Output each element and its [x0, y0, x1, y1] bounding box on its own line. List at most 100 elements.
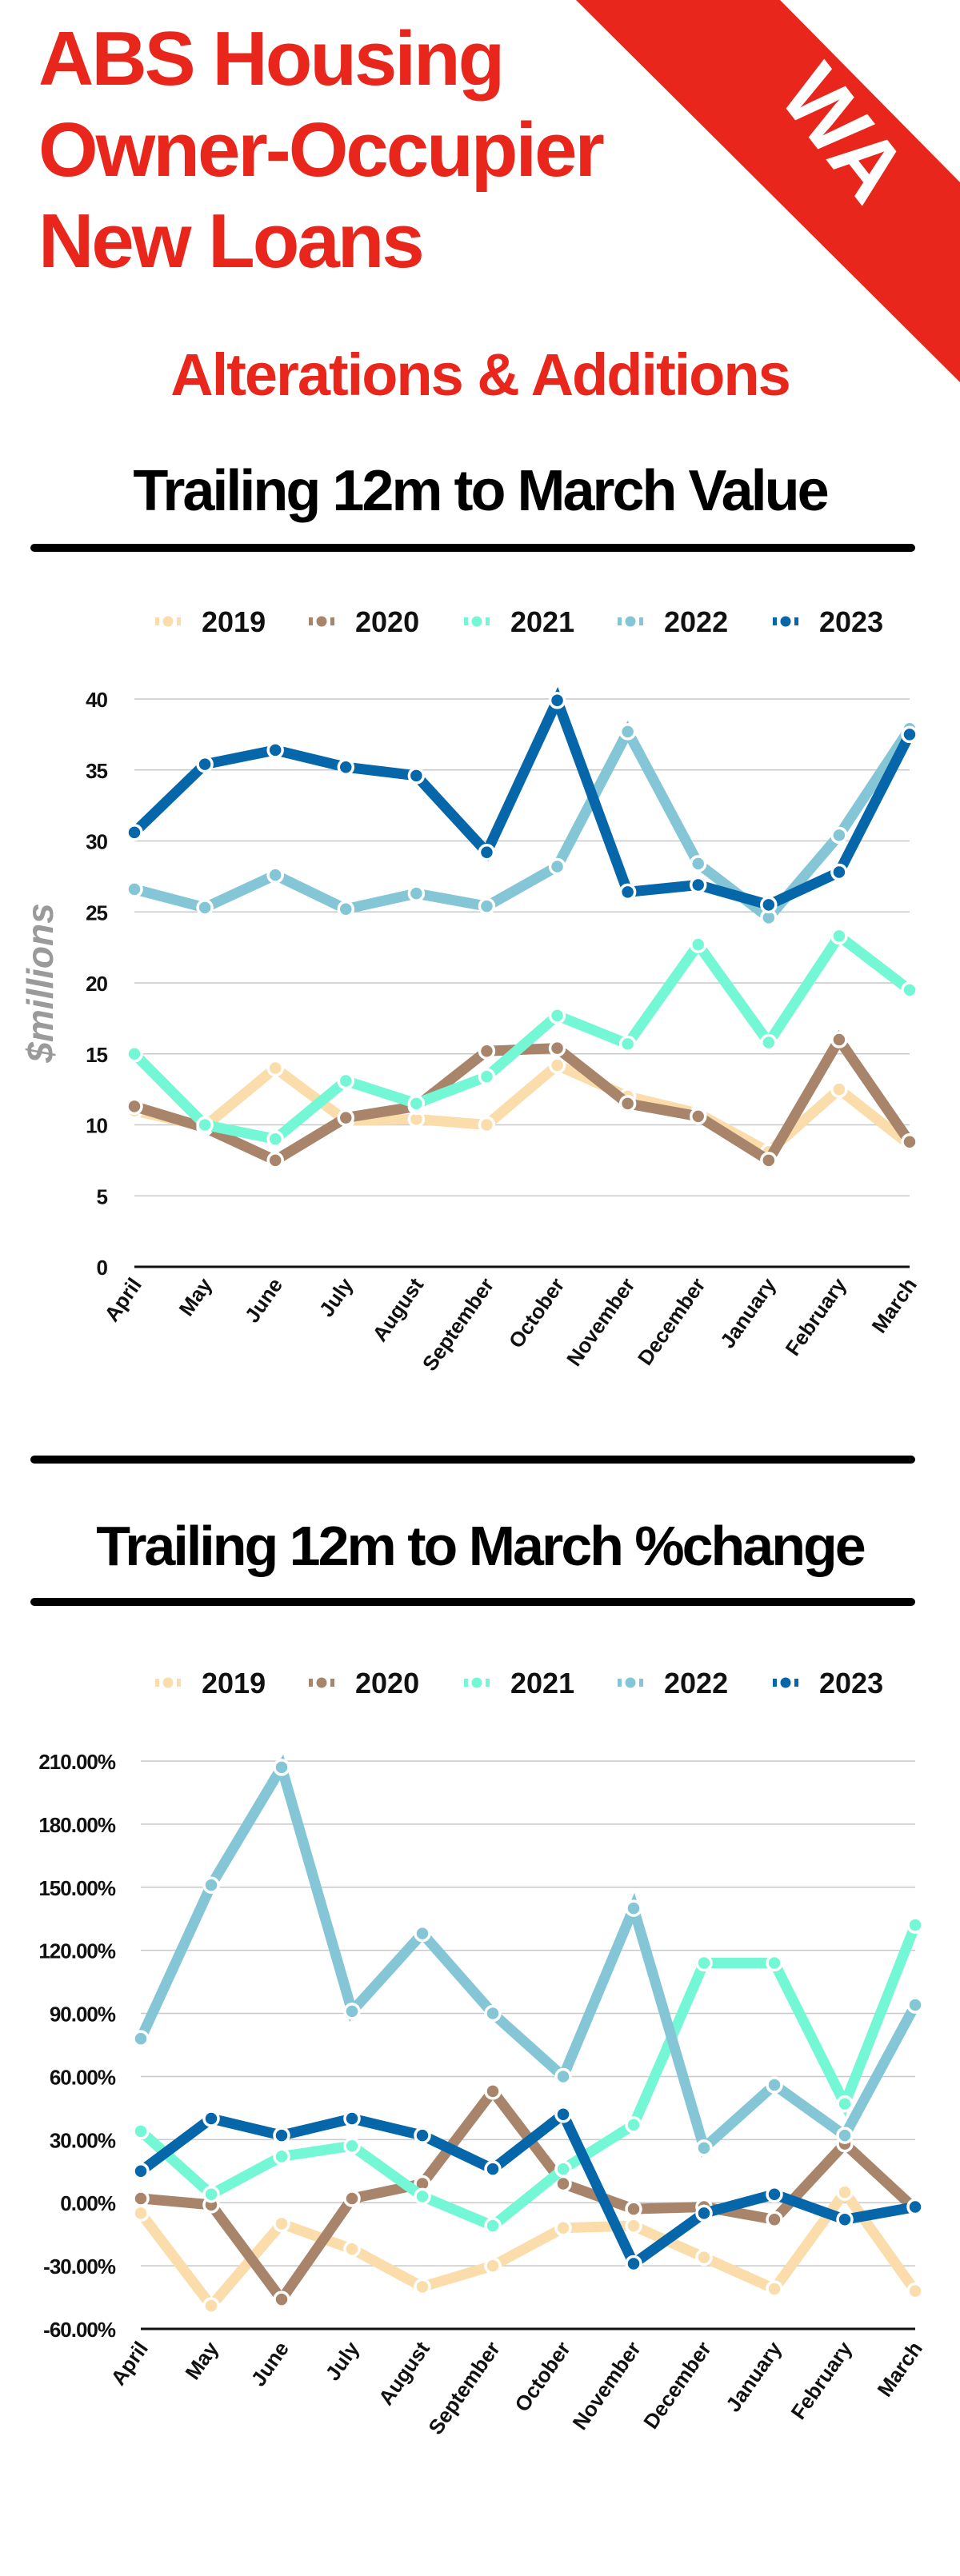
- data-point: [554, 2106, 572, 2123]
- data-point: [689, 1108, 707, 1125]
- data-point: [132, 2204, 150, 2223]
- y-tick-label: 0.00%: [60, 2191, 116, 2215]
- x-tick-label: March: [866, 1273, 921, 1337]
- x-tick-label: October: [510, 2337, 575, 2416]
- x-tick-label: July: [314, 1273, 358, 1321]
- legend-item-2019: 2019: [155, 1667, 266, 1699]
- legend-dot-marker: [778, 1675, 794, 1691]
- main-title-line-1: ABS Housing: [38, 16, 505, 102]
- legend-item-2023: 2023: [773, 605, 883, 638]
- x-tick-label: June: [246, 2337, 294, 2390]
- data-point: [625, 1899, 642, 1917]
- data-point: [478, 897, 496, 915]
- x-tick-label: October: [504, 1273, 570, 1352]
- data-point: [273, 1759, 290, 1776]
- data-point: [901, 981, 918, 999]
- y-tick-label: 40: [86, 688, 107, 712]
- data-point: [618, 1035, 637, 1053]
- data-point: [766, 1954, 783, 1972]
- legend-dot-marker: [160, 613, 176, 629]
- legend-label: 2023: [819, 1667, 883, 1699]
- data-point: [830, 826, 848, 845]
- data-point: [689, 936, 707, 953]
- x-tick-label: February: [786, 2337, 858, 2424]
- chart-2: 2019 2020 2021 2022 2023 -60.00% -30.00% 0.00% 3…: [38, 1667, 927, 2439]
- series-line-2023: [138, 2106, 917, 2272]
- y-tick-label: 25: [86, 901, 107, 925]
- data-point: [766, 2076, 783, 2094]
- series-line-2022: [136, 1754, 920, 2158]
- data-point: [484, 2083, 502, 2100]
- x-tick-label: July: [320, 2337, 364, 2385]
- y-tick-label: -60.00%: [43, 2318, 116, 2342]
- data-point: [196, 755, 214, 773]
- data-point: [266, 866, 284, 884]
- data-point: [343, 2003, 361, 2020]
- data-point: [625, 2254, 642, 2273]
- data-point: [407, 885, 426, 902]
- y-axis-label: $millions: [19, 903, 61, 1063]
- legend-label: 2022: [664, 1667, 728, 1699]
- series-line-2023: [130, 686, 914, 911]
- data-point: [901, 1133, 918, 1151]
- series-2023: [126, 686, 918, 914]
- data-point: [132, 2123, 150, 2140]
- data-point: [836, 2127, 854, 2144]
- data-point: [695, 2204, 713, 2223]
- legend-label: 2020: [355, 1667, 419, 1699]
- data-point: [484, 2217, 502, 2235]
- legend-dot-marker: [469, 613, 485, 629]
- data-point: [266, 1059, 284, 1077]
- y-tick-label: 90.00%: [50, 2003, 116, 2027]
- data-point: [548, 1007, 566, 1024]
- data-point: [478, 1068, 496, 1085]
- series-line-2019: [136, 2183, 920, 2314]
- chart1-title: Trailing 12m to March Value: [133, 459, 829, 523]
- data-point: [548, 1056, 566, 1074]
- y-tick-label: 210.00%: [38, 1750, 116, 1774]
- data-point: [906, 2198, 924, 2216]
- region-ribbon: WA: [576, 0, 960, 382]
- data-point: [618, 883, 637, 901]
- chart2-title: Trailing 12m to March %change: [96, 1515, 866, 1577]
- x-tick-label: August: [367, 1273, 428, 1346]
- legend-label: 2019: [202, 1667, 266, 1699]
- data-point: [618, 723, 637, 741]
- series-2019: [132, 2183, 924, 2314]
- x-tick-label: November: [567, 2337, 646, 2434]
- data-point: [343, 2110, 361, 2127]
- y-tick-label: 180.00%: [38, 1813, 116, 1837]
- data-point: [407, 1095, 426, 1112]
- data-point: [273, 2290, 290, 2308]
- data-point: [760, 896, 778, 914]
- data-point: [132, 2163, 150, 2180]
- y-tick-label: 30.00%: [50, 2128, 116, 2152]
- legend-item-2022: 2022: [618, 605, 728, 638]
- x-tick-label: August: [374, 2337, 434, 2410]
- data-point: [830, 927, 848, 945]
- data-point: [126, 881, 143, 898]
- legend-item-2021: 2021: [464, 1667, 574, 1699]
- main-title-line-3: New Loans: [38, 198, 425, 284]
- x-tick-label: March: [872, 2337, 926, 2401]
- data-point: [126, 824, 143, 841]
- data-point: [766, 2280, 783, 2298]
- data-point: [618, 1095, 637, 1112]
- series-line-2021: [130, 929, 913, 1145]
- data-point: [625, 2200, 642, 2218]
- data-point: [414, 2278, 431, 2296]
- x-tick-label: May: [174, 1273, 217, 1320]
- data-point: [337, 758, 355, 776]
- x-tick-label: February: [780, 1273, 851, 1360]
- data-point: [554, 2067, 572, 2086]
- y-tick-label: 120.00%: [38, 1939, 116, 1963]
- data-point: [554, 2219, 572, 2237]
- divider: [30, 1456, 915, 1464]
- legend-label: 2019: [202, 605, 266, 638]
- legend-dot-marker: [622, 1675, 638, 1691]
- data-point: [343, 2137, 361, 2155]
- data-point: [202, 2110, 220, 2127]
- data-point: [414, 1924, 431, 1943]
- legend-dot-marker: [469, 1675, 485, 1691]
- data-point: [126, 1045, 143, 1063]
